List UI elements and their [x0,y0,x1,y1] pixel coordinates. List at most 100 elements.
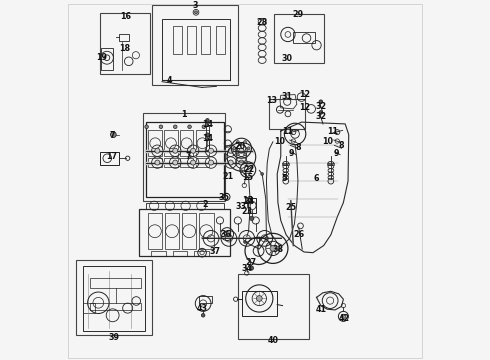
Text: 19: 19 [97,53,107,62]
Bar [194,251,209,256]
Text: 38: 38 [272,244,284,253]
Circle shape [155,148,160,153]
Bar [282,162,290,165]
Circle shape [249,266,254,270]
Circle shape [319,111,322,114]
Text: 2: 2 [203,200,208,209]
Bar [152,5,238,85]
Bar [327,162,335,165]
Text: 40: 40 [268,336,278,345]
Text: 6: 6 [314,174,319,183]
Text: 12: 12 [299,103,311,112]
Circle shape [239,148,244,153]
Text: 5: 5 [281,174,286,183]
Bar [148,130,162,156]
Circle shape [159,125,163,129]
Text: 17: 17 [106,152,117,161]
Circle shape [270,246,276,251]
Circle shape [209,148,214,153]
Text: 8: 8 [295,143,301,152]
Text: 3: 3 [192,1,197,10]
Text: 1: 1 [181,110,186,119]
Bar [206,126,209,136]
Text: 34: 34 [241,264,252,273]
Circle shape [265,237,268,240]
Text: 7: 7 [110,131,115,140]
Bar [100,13,150,74]
Circle shape [155,160,160,165]
Circle shape [191,148,196,153]
Circle shape [256,296,262,301]
Bar [216,26,224,54]
Text: 23: 23 [242,207,253,216]
Circle shape [244,153,246,156]
Bar [273,14,324,63]
Text: 18: 18 [120,44,131,53]
Text: 4: 4 [167,76,172,85]
Text: 27: 27 [245,258,256,267]
Circle shape [173,160,178,165]
Bar [206,140,209,150]
Bar [83,303,95,314]
Bar [173,26,182,54]
Circle shape [195,11,197,14]
Bar [180,130,194,156]
Circle shape [206,133,209,136]
Bar [91,278,141,288]
Circle shape [111,132,116,138]
Text: 41: 41 [316,305,326,314]
Circle shape [319,100,322,104]
Bar [151,251,166,256]
Bar [146,122,223,197]
Text: 11: 11 [327,127,338,136]
Text: 16: 16 [120,12,131,21]
Text: 21: 21 [222,172,233,181]
Circle shape [228,160,233,165]
Circle shape [239,160,244,165]
Circle shape [233,147,236,150]
Bar [270,99,305,129]
Text: 42: 42 [339,314,350,323]
Bar [143,113,225,201]
Bar [100,152,119,165]
Bar [164,130,178,156]
Circle shape [341,314,345,319]
Circle shape [244,141,246,144]
Circle shape [236,141,239,144]
Text: 12: 12 [299,90,311,99]
Circle shape [240,170,243,172]
Text: 10: 10 [322,137,334,146]
Circle shape [249,201,252,204]
Bar [76,260,152,335]
Text: 24: 24 [244,197,255,206]
Text: 10: 10 [274,137,285,146]
Text: 22: 22 [243,165,254,174]
Text: 32: 32 [315,112,326,121]
Circle shape [145,125,148,129]
Text: 9: 9 [334,149,339,158]
Bar [199,296,212,303]
Text: 20: 20 [235,141,246,150]
Bar [201,26,210,54]
Bar [294,32,315,44]
Text: 30: 30 [282,54,293,63]
Circle shape [173,148,178,153]
Circle shape [228,148,233,153]
Bar [238,274,309,338]
Text: 31: 31 [282,92,293,101]
Text: 32: 32 [315,102,326,111]
Bar [147,213,162,249]
Bar [196,130,209,156]
Circle shape [236,153,239,156]
Circle shape [191,160,196,165]
Bar [165,213,179,249]
Text: 13: 13 [267,96,277,105]
Circle shape [173,125,177,129]
Bar [242,291,277,316]
Bar [187,26,196,54]
Text: 7: 7 [186,152,191,161]
Bar [101,48,113,70]
Text: 25: 25 [285,203,296,212]
Text: 33: 33 [236,202,247,211]
Text: 11: 11 [282,127,294,136]
